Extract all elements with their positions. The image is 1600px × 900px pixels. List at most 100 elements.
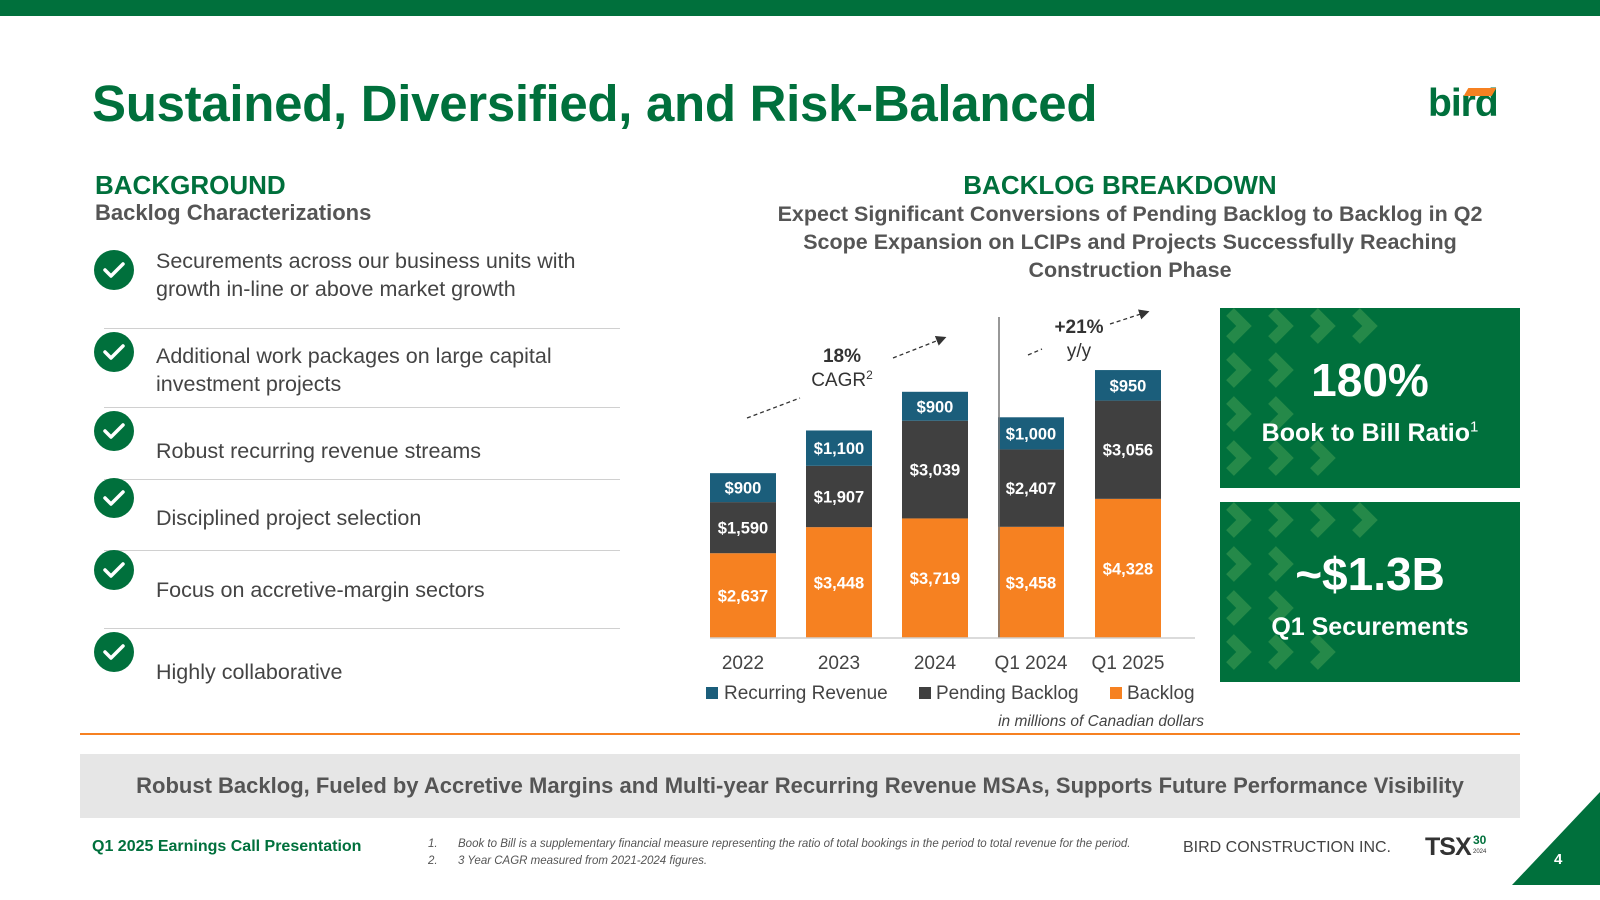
bar-value-label: $1,907 bbox=[814, 488, 864, 506]
divider bbox=[104, 407, 620, 408]
x-tick-label: 2023 bbox=[818, 653, 860, 674]
item-text: Securements across our business units wi… bbox=[156, 247, 575, 303]
bar-pending bbox=[998, 449, 1064, 527]
bar-value-label: $900 bbox=[725, 480, 762, 498]
cagr-arrow-lower bbox=[746, 397, 801, 419]
item-text: Robust recurring revenue streams bbox=[156, 439, 482, 463]
x-tick-label: 2022 bbox=[722, 653, 764, 674]
bar-recurring bbox=[1095, 370, 1161, 401]
securements-card: ~$1.3B Q1 Securements bbox=[1220, 502, 1520, 682]
bar-value-label: $950 bbox=[1110, 377, 1147, 395]
bar-value-label: $1,000 bbox=[1006, 425, 1056, 443]
backlog-heading: BACKLOG BREAKDOWN bbox=[963, 170, 1277, 200]
company-name: BIRD CONSTRUCTION INC. bbox=[1183, 839, 1391, 856]
tsx30-year: 2024 bbox=[1473, 849, 1487, 855]
x-tick-label: Q1 2024 bbox=[995, 653, 1068, 674]
divider bbox=[104, 479, 620, 480]
bar-value-label: $4,328 bbox=[1103, 560, 1153, 578]
bar-value-label: $1,590 bbox=[718, 520, 768, 538]
checkmark-icon bbox=[94, 478, 134, 518]
bar-value-label: $2,637 bbox=[718, 588, 768, 606]
cagr-label-text: CAGR bbox=[811, 370, 866, 391]
cagr-arrow-upper bbox=[892, 336, 947, 359]
yoy-label: y/y bbox=[1067, 341, 1092, 362]
bar-backlog bbox=[1095, 498, 1161, 638]
securements-label: Q1 Securements bbox=[1271, 613, 1469, 641]
item-text: Additional work packages on large capita… bbox=[156, 342, 552, 398]
bar-value-label: $2,407 bbox=[1006, 480, 1056, 498]
checkmark-icon bbox=[94, 550, 134, 590]
bar-value-label: $3,448 bbox=[814, 575, 864, 593]
top-bar bbox=[0, 0, 1600, 16]
chart-bars: $2,637 $1,590 $900 $3,448 $1,907 $1,100 $3,719… bbox=[710, 370, 1161, 638]
divider bbox=[104, 628, 620, 629]
x-tick-label: 2024 bbox=[914, 653, 957, 674]
chart-x-ticks: 2022 2023 2024 Q1 2024 Q1 2025 bbox=[722, 653, 1165, 674]
footnote-number: 1. bbox=[428, 838, 438, 850]
bar-backlog bbox=[710, 553, 776, 638]
chevron-pattern-icon bbox=[1226, 502, 1378, 670]
checkmark-icon bbox=[94, 332, 134, 372]
bar-value-label: $3,056 bbox=[1103, 442, 1153, 460]
bar-recurring bbox=[998, 417, 1064, 450]
backlog-sub-line2: Scope Expansion on LCIPs and Projects Su… bbox=[803, 230, 1457, 254]
bar-pending bbox=[710, 502, 776, 554]
backlog-bar-chart: $2,637 $1,590 $900 $3,448 $1,907 $1,100 $3,719… bbox=[706, 309, 1204, 730]
item-text: Highly collaborative bbox=[156, 660, 343, 684]
bar-pending bbox=[902, 420, 968, 519]
cagr-value: 18% bbox=[823, 346, 861, 367]
legend-recurring: Recurring Revenue bbox=[724, 683, 888, 704]
bar-value-label: $1,100 bbox=[814, 440, 864, 458]
bar-value-label: $3,719 bbox=[910, 570, 960, 588]
bar-pending bbox=[806, 465, 872, 528]
footnote-number: 2. bbox=[428, 855, 438, 867]
background-subheading: Backlog Characterizations bbox=[95, 200, 372, 225]
cagr-footnote-mark: 2 bbox=[866, 368, 873, 382]
bar-backlog bbox=[806, 527, 872, 638]
item-text-line1: Securements across our business units wi… bbox=[156, 249, 576, 273]
summary-banner: Robust Backlog, Fueled by Accretive Marg… bbox=[80, 754, 1520, 818]
book-to-bill-label-text: Book to Bill Ratio bbox=[1261, 419, 1470, 447]
yoy-arrow-upper bbox=[1109, 309, 1150, 325]
logo-mark-icon bbox=[1463, 88, 1497, 96]
securements-value: ~$1.3B bbox=[1295, 548, 1445, 600]
legend-backlog: Backlog bbox=[1127, 683, 1195, 704]
x-tick-label: Q1 2025 bbox=[1092, 653, 1165, 674]
presentation-name: Q1 2025 Earnings Call Presentation bbox=[92, 838, 362, 855]
checkmark-icon bbox=[94, 632, 134, 672]
checkmark-icon bbox=[94, 411, 134, 451]
units-note: in millions of Canadian dollars bbox=[998, 713, 1204, 730]
bird-logo: bird bbox=[1428, 82, 1508, 128]
item-text-line1: Additional work packages on large capita… bbox=[156, 344, 552, 368]
bar-recurring bbox=[710, 473, 776, 503]
legend-swatch-backlog bbox=[1110, 687, 1122, 699]
footnote-text: Book to Bill is a supplementary financia… bbox=[458, 838, 1131, 850]
background-heading: BACKGROUND bbox=[95, 170, 286, 200]
checkmark-icon bbox=[94, 250, 134, 290]
backlog-subheading: Expect Significant Conversions of Pendin… bbox=[740, 200, 1520, 284]
item-text-line2: growth in-line or above market growth bbox=[156, 277, 516, 301]
orange-divider bbox=[80, 733, 1520, 735]
bar-value-label: $3,458 bbox=[1006, 574, 1056, 592]
footnote-text: 3 Year CAGR measured from 2021-2024 figu… bbox=[458, 855, 708, 867]
yoy-value: +21% bbox=[1054, 317, 1103, 338]
yoy-arrow-lower bbox=[1027, 348, 1043, 356]
item-text-line2: investment projects bbox=[156, 372, 342, 396]
legend-swatch-recurring bbox=[706, 687, 718, 699]
divider bbox=[104, 328, 620, 329]
bar-backlog bbox=[902, 518, 968, 638]
backlog-sub-line1: Expect Significant Conversions of Pendin… bbox=[777, 202, 1483, 226]
book-to-bill-label: Book to Bill Ratio1 bbox=[1220, 419, 1520, 448]
page-number: 4 bbox=[1554, 851, 1563, 868]
divider bbox=[104, 550, 620, 551]
tsx30-badge: 30 bbox=[1473, 833, 1487, 847]
page-title: Sustained, Diversified, and Risk-Balance… bbox=[92, 75, 1098, 132]
bar-recurring bbox=[806, 430, 872, 466]
bar-value-label: $3,039 bbox=[910, 462, 960, 480]
book-to-bill-value: 180% bbox=[1311, 354, 1429, 406]
bar-backlog bbox=[998, 526, 1064, 638]
chevron-pattern-icon bbox=[1226, 308, 1378, 476]
cagr-label: CAGR2 bbox=[811, 368, 873, 391]
bar-recurring bbox=[902, 391, 968, 421]
bar-value-label: $900 bbox=[917, 398, 954, 416]
